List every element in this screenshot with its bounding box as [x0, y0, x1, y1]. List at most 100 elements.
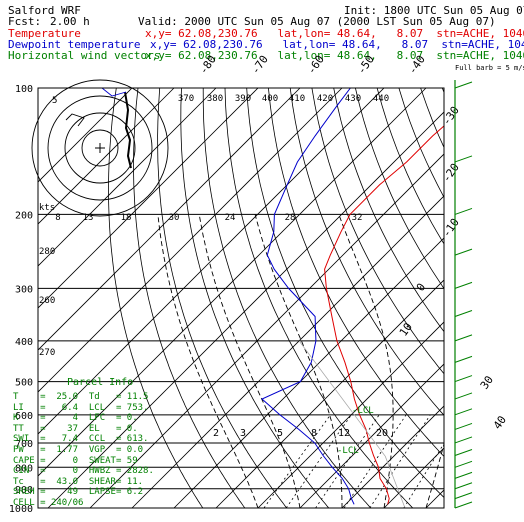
wind-barb: [454, 471, 473, 479]
dry-adiabat-line: [180, 88, 330, 508]
sounding-curves: [261, 88, 444, 508]
dewpoint-legend-info: x,y= 62.08,230.76 lat,lon= 48.64, 8.07 s…: [150, 38, 524, 51]
parcel-row: T = 25.0 Td = 11.5: [13, 392, 149, 402]
kts-row-label: 24: [225, 213, 236, 223]
isotherm-label: -30: [440, 104, 462, 128]
dry-adiabat-line: [486, 88, 524, 508]
kts-row-label: 13: [83, 213, 94, 223]
moist-adiabat-line: [157, 214, 259, 508]
dry-adiabat-line: [133, 88, 246, 508]
isotherm-line: [215, 279, 444, 508]
isotherm-label: -70: [249, 53, 271, 77]
isotherm-line: [47, 111, 444, 508]
wind-barb: [454, 501, 473, 509]
pressure-tick-label: 400: [15, 337, 33, 348]
wind-barb: [454, 355, 473, 363]
dry-adiabat-line: [224, 88, 414, 508]
dry-adiabat-line: [333, 88, 444, 333]
isotherm-line: [173, 237, 444, 508]
pressure-tick-label: 500: [15, 378, 33, 389]
lcl-label: -LCL: [352, 406, 374, 416]
isotherm-line: [38, 88, 301, 351]
pressure-tick-label: 700: [15, 439, 33, 450]
mixing-ratio-label: 2: [213, 428, 219, 439]
wind-barb: [454, 492, 473, 500]
isotherm-label: -10: [440, 216, 462, 240]
theta-label: 440: [373, 94, 389, 104]
wind-barb: [454, 460, 473, 468]
wind-barb: [454, 281, 473, 289]
parcel-row: CAPE = 0 SWEAT= 59: [13, 455, 138, 466]
parcel-row: PW = 1.77 VGP = 0.0: [13, 445, 144, 455]
isotherm-line: [425, 489, 444, 508]
hodograph-ring: [81, 129, 119, 167]
wind-barb: [454, 155, 473, 163]
isotherm-label: 40: [491, 413, 509, 431]
dewpoint-curve: [261, 88, 355, 505]
hodograph-ring: [64, 112, 136, 184]
mixing-ratio-line: [263, 414, 331, 508]
isotherm-line: [468, 88, 524, 508]
isotherm-line: [131, 195, 444, 508]
wind-barb: [454, 436, 473, 444]
hodograph-trace: [124, 91, 132, 169]
valid-time: Valid: 2000 UTC Sun 05 Aug 07 (2000 LST …: [138, 15, 496, 28]
parcel-row: SREH = 49 LAPSE= 6.2: [13, 487, 144, 498]
pressure-tick-label: 600: [15, 411, 33, 422]
parcel-row: Tc = 43.0 SHEAR= 11.: [13, 476, 144, 487]
pressure-tick-label: 100: [15, 84, 33, 95]
mixing-ratio-label: 12: [338, 428, 350, 439]
mixing-ratio-label: 3: [240, 428, 246, 439]
isotherm-lines: [38, 88, 524, 508]
isotherm-label: 10: [397, 320, 415, 338]
wind-barb: [454, 375, 473, 383]
parcel-row: TT = 37 EL = 0.: [13, 423, 138, 434]
plot-frame: [37, 87, 445, 509]
isotherm-label: -50: [355, 53, 377, 77]
mixing-ratio-label: 5: [277, 428, 283, 439]
dry-adiabat-line: [376, 88, 444, 245]
dry-adiabat-line: [355, 88, 444, 290]
mixing-ratio-line: [315, 414, 380, 508]
height-label: 270: [39, 348, 55, 358]
temperature-curve: [324, 125, 444, 505]
hodograph-ring: [47, 95, 153, 201]
theta-label: 380: [207, 94, 223, 104]
dry-adiabat-line: [202, 88, 372, 508]
wind-barb: [454, 408, 473, 416]
lcl-label: -LCL: [337, 446, 359, 456]
wind-barb: [454, 422, 473, 430]
wind-legend-info: x,y= 62.08,230.76 lat,lon= 48.64, 8.07 s…: [145, 49, 524, 62]
wind-legend-label: Horizontal wind vectors: [8, 49, 161, 62]
dewpoint-legend-label: Dewpoint temperature: [8, 38, 141, 51]
mixing-ratio-label: 20: [376, 428, 388, 439]
cell-row: CELL = 240/06: [13, 498, 84, 508]
parcel-info-title: Parcel Info: [67, 377, 134, 388]
temperature-legend-label: Temperature: [8, 27, 81, 40]
wind-barb: [454, 449, 473, 456]
pressure-tick-label: 1000: [9, 504, 33, 515]
wind-barb: [454, 482, 473, 490]
isotherm-label: -80: [197, 53, 219, 77]
isotherm-line: [341, 405, 444, 508]
mixing-ratio-line: [343, 414, 407, 508]
mixing-ratio-line: [403, 442, 444, 508]
mixing-ratio-line: [285, 414, 352, 508]
dry-adiabat-line: [289, 88, 444, 416]
pressure-tick-label: 900: [15, 485, 33, 496]
hodograph-low-trace: [101, 87, 127, 97]
mixing-ratio-lines: [263, 414, 444, 508]
moist-adiabat-line: [338, 214, 394, 508]
temperature-legend-info: x,y= 62.08,230.76 lat,lon= 48.64, 8.07 s…: [145, 27, 524, 40]
dry-adiabat-line: [311, 88, 444, 375]
dry-adiabat-lines: [108, 88, 524, 508]
dry-adiabat-line: [108, 88, 204, 508]
isotherm-label: 30: [478, 373, 496, 391]
parcel-row: CIN = 0 HWBZ = 2828.: [13, 466, 154, 477]
dry-adiabat-line: [268, 88, 444, 458]
wind-barb: [454, 81, 473, 89]
wind-barb: [454, 207, 473, 215]
parcel-path: [298, 340, 406, 508]
isotherm-line: [89, 153, 444, 508]
